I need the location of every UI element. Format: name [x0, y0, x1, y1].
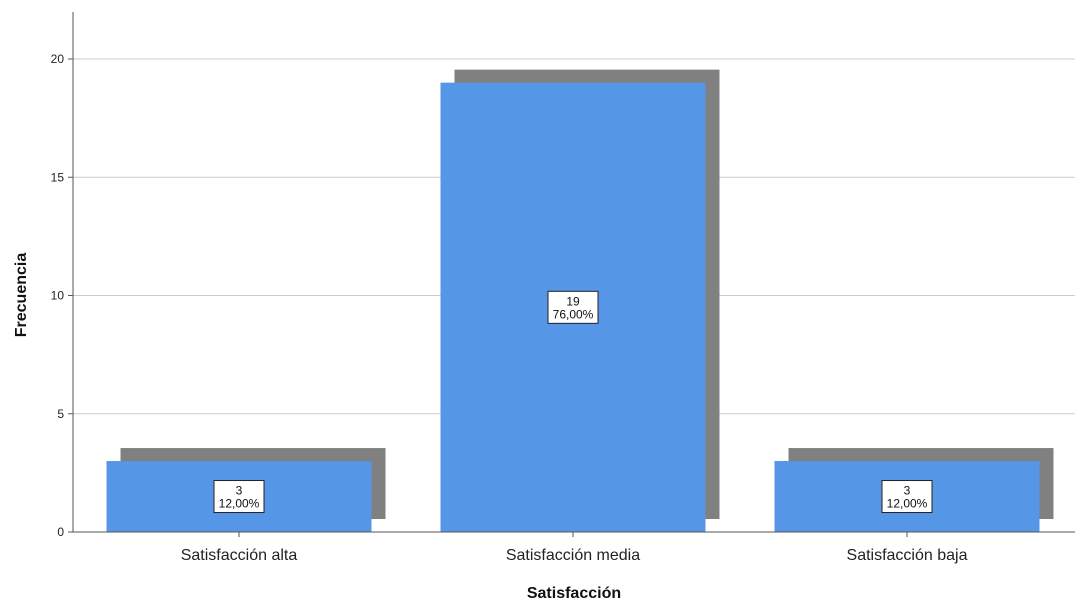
- y-axis-title: Frecuencia: [13, 253, 30, 338]
- x-tick-label: Satisfacción alta: [181, 547, 298, 564]
- y-tick-label: 15: [51, 170, 65, 184]
- y-tick-label: 0: [57, 525, 64, 539]
- y-axis-ticks: 0 5 10 15 20: [51, 52, 73, 539]
- data-label-box: [881, 480, 933, 514]
- data-label-percent: 76,00%: [553, 307, 594, 321]
- data-label-value: 3: [904, 484, 911, 498]
- data-label-box: [547, 290, 599, 324]
- data-label-box: [213, 480, 265, 514]
- x-tick-label: Satisfacción baja: [847, 547, 968, 564]
- data-label-percent: 12,00%: [219, 497, 260, 511]
- x-axis-ticks: Satisfacción alta Satisfacción media Satis…: [181, 532, 968, 564]
- y-tick-label: 10: [51, 289, 65, 303]
- y-tick-label: 5: [57, 407, 64, 421]
- x-tick-label: Satisfacción media: [506, 547, 640, 564]
- x-axis-title: Satisfacción: [527, 585, 621, 602]
- data-label-percent: 12,00%: [887, 497, 928, 511]
- data-label-value: 3: [236, 484, 243, 498]
- y-tick-label: 20: [51, 52, 65, 66]
- data-label-value: 19: [566, 294, 580, 308]
